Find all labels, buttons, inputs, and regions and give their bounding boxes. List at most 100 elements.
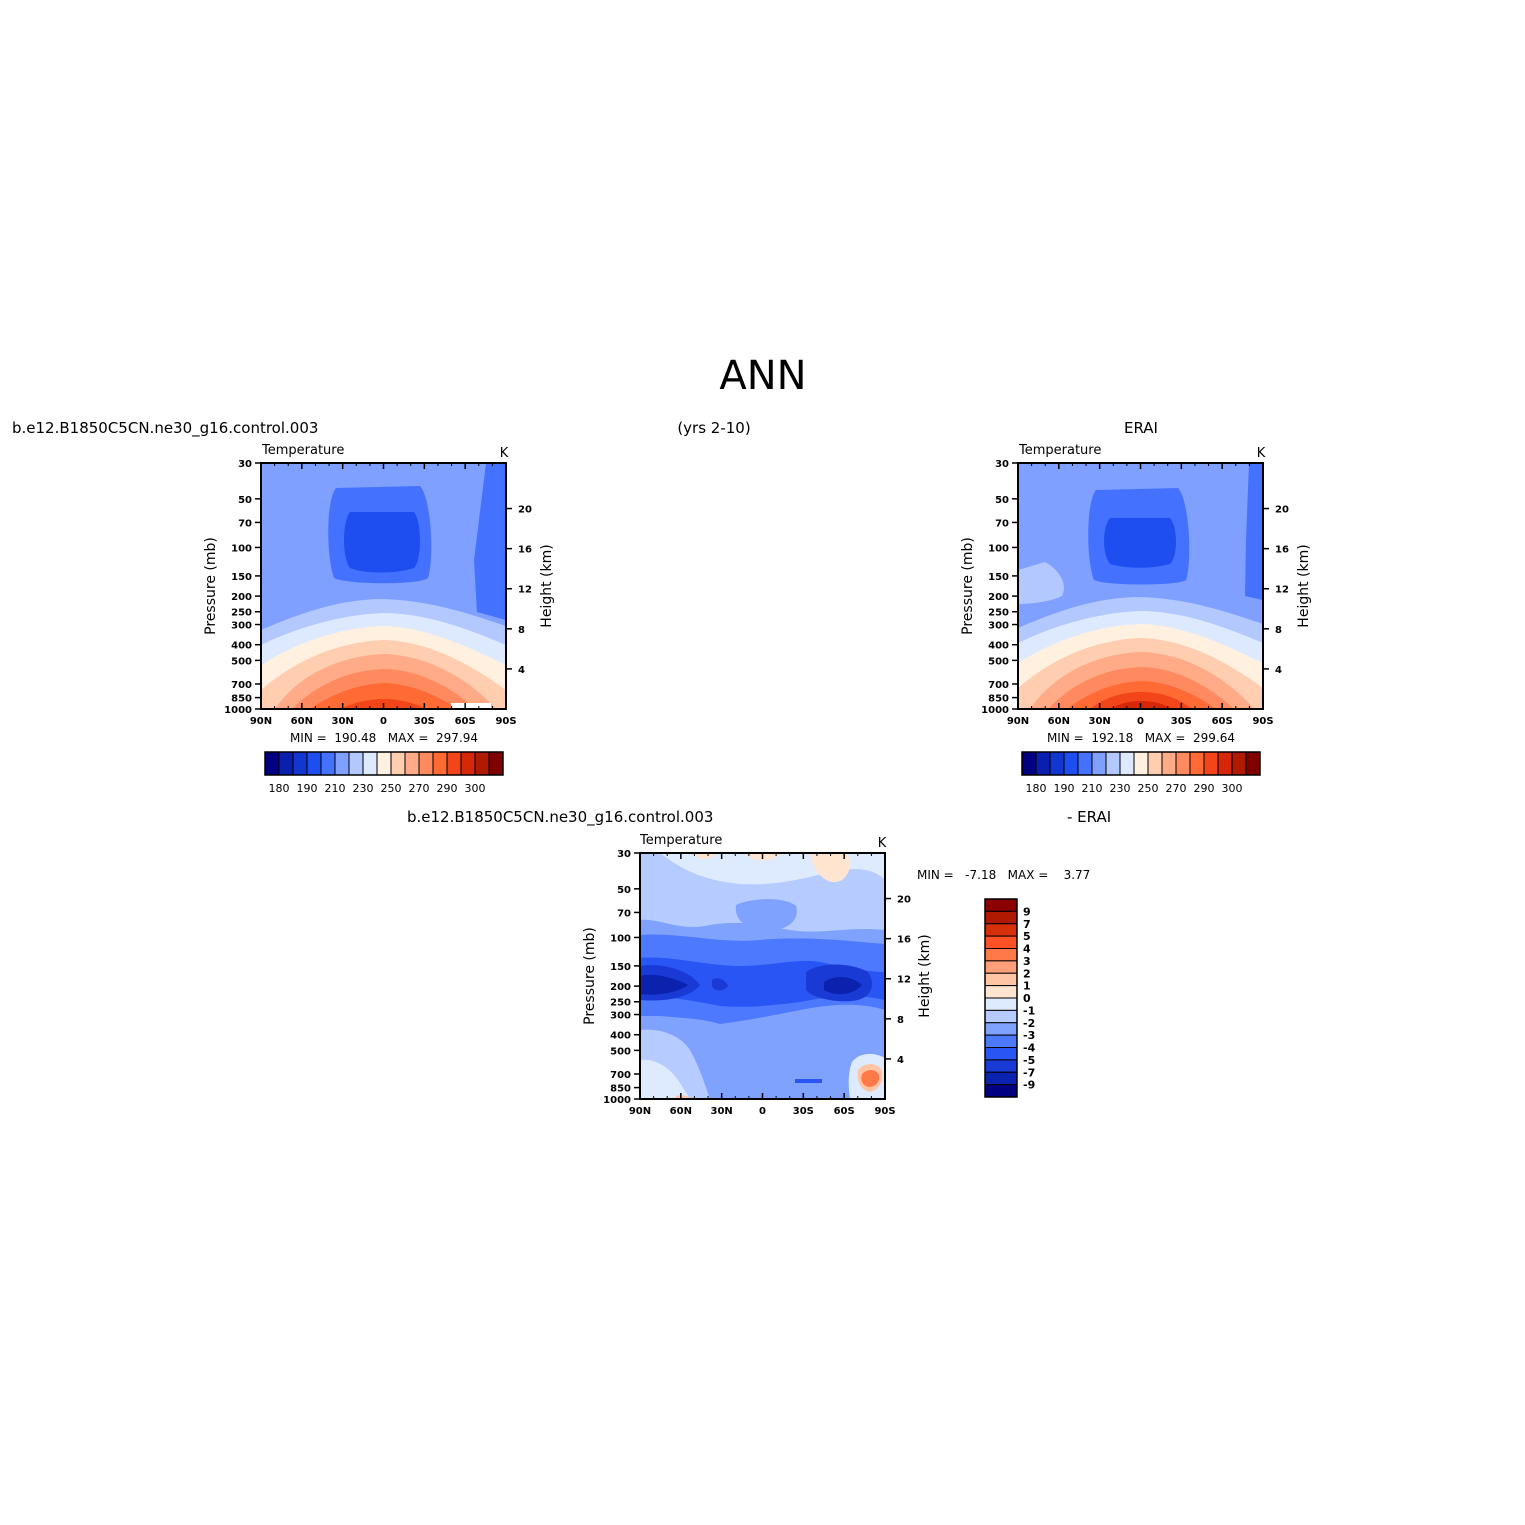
colorbar-box: [984, 923, 1018, 937]
colorbar-box: [320, 751, 336, 776]
y-tick-label: 1000: [981, 705, 1009, 716]
y-tick-label: 700: [988, 680, 1009, 691]
model-right-axis-label: Height (km): [539, 544, 555, 627]
colorbar-box: [348, 751, 364, 776]
y-tick-label: 250: [231, 608, 252, 619]
right-tick-label: 20: [518, 505, 532, 516]
model-y-axis-label: Pressure (mb): [203, 537, 219, 635]
x-tick-label: 90S: [874, 1106, 895, 1117]
colorbar-box: [984, 1071, 1018, 1086]
colorbar-box: [1077, 751, 1093, 776]
x-tick-label: 60N: [1048, 716, 1070, 727]
right-tick-label: 20: [1275, 505, 1289, 516]
colorbar-box: [1245, 751, 1261, 776]
colorbar-box: [1231, 751, 1247, 776]
colorbar-box: [460, 751, 476, 776]
x-tick-label: 60N: [291, 716, 313, 727]
y-tick-label: 200: [988, 592, 1009, 603]
colorbar-label: -9: [1023, 1079, 1035, 1092]
obs-temperature-panel: 90N 60N 30N 0 30S 60S 90S 30 50 70 100 150 200 250 300…: [960, 443, 1312, 795]
colorbar-box: [984, 1034, 1018, 1048]
colorbar-box: [984, 898, 1018, 912]
obs-right-axis-label: Height (km): [1296, 544, 1312, 627]
y-tick-label: 500: [988, 656, 1009, 667]
colorbar-label: 210: [1082, 782, 1103, 795]
right-tick-label: 8: [518, 625, 525, 636]
colorbar-box: [984, 972, 1018, 987]
colorbar-box: [1091, 751, 1107, 776]
y-tick-label: 70: [238, 518, 252, 529]
colorbar-label: 3: [1023, 955, 1031, 968]
colorbar-label: 290: [437, 782, 458, 795]
difference-right-axis-label: Height (km): [917, 934, 933, 1017]
y-tick-label: 150: [231, 572, 252, 583]
y-tick-label: 70: [617, 908, 631, 919]
bottom-obs-label: - ERAI: [1067, 808, 1111, 826]
x-tick-label: 30N: [711, 1106, 733, 1117]
colorbar-box: [1035, 751, 1051, 776]
difference-contour-field: [640, 853, 885, 1099]
model-contour-field: [261, 463, 506, 709]
model-axes: 90N 60N 30N 0 30S 60S 90S 30 50 70 100 150 200 250 300…: [224, 459, 532, 727]
obs-colorbar: 180 190 210 230 250 270 290 300: [1021, 751, 1261, 795]
colorbar-box: [334, 751, 350, 776]
colorbar-box: [1161, 751, 1177, 776]
y-tick-label: 50: [995, 495, 1009, 506]
x-tick-label: 90N: [1007, 716, 1029, 727]
difference-axes: 90N 60N 30N 0 30S 60S 90S 30 50 70 100 150 200 250 300…: [603, 849, 911, 1117]
colorbar-box: [984, 1084, 1018, 1098]
model-colorbar: 180 190 210 230 250 270 290 300: [264, 751, 504, 795]
y-tick-label: 200: [231, 592, 252, 603]
figure-title: ANN: [719, 353, 806, 399]
obs-stats-text: MIN = 192.18 MAX = 299.64: [1047, 731, 1235, 745]
colorbar-box: [446, 751, 462, 776]
colorbar-box: [984, 935, 1018, 949]
colorbar-box: [292, 751, 308, 776]
y-tick-label: 400: [231, 641, 252, 652]
right-tick-label: 8: [1275, 625, 1282, 636]
obs-y-axis-label: Pressure (mb): [960, 537, 976, 635]
colorbar-label: 5: [1023, 930, 1031, 943]
colorbar-box: [984, 910, 1018, 925]
y-tick-label: 850: [610, 1084, 631, 1095]
y-tick-label: 30: [238, 459, 252, 470]
x-tick-label: 60N: [670, 1106, 692, 1117]
difference-stats-text: MIN = -7.18 MAX = 3.77: [917, 868, 1090, 882]
colorbar-box: [984, 997, 1018, 1011]
x-tick-label: 60S: [834, 1106, 855, 1117]
colorbar-label: 7: [1023, 918, 1031, 931]
colorbar-label: -3: [1023, 1029, 1035, 1042]
colorbar-frame: [1021, 751, 1261, 776]
y-tick-label: 100: [610, 933, 631, 944]
difference-y-axis-label: Pressure (mb): [582, 927, 598, 1025]
colorbar-label: 270: [409, 782, 430, 795]
x-tick-label: 0: [759, 1106, 766, 1117]
colorbar-box: [984, 1059, 1018, 1073]
x-tick-label: 90N: [629, 1106, 651, 1117]
colorbar-label: -7: [1023, 1066, 1035, 1079]
colorbar-box: [1175, 751, 1191, 776]
obs-contour-field: [1018, 463, 1263, 709]
right-tick-label: 16: [1275, 545, 1289, 556]
y-tick-label: 250: [988, 608, 1009, 619]
colorbar-box: [1147, 751, 1163, 776]
colorbar-label: 180: [269, 782, 290, 795]
colorbar-label: 210: [325, 782, 346, 795]
y-tick-label: 100: [231, 543, 252, 554]
colorbar-label: 290: [1194, 782, 1215, 795]
model-stats-text: MIN = 190.48 MAX = 297.94: [290, 731, 478, 745]
colorbar-box: [390, 751, 406, 776]
x-tick-label: 30S: [793, 1106, 814, 1117]
y-tick-label: 50: [238, 495, 252, 506]
y-tick-label: 250: [610, 998, 631, 1009]
y-tick-label: 400: [988, 641, 1009, 652]
difference-panel-title: Temperature: [639, 833, 722, 848]
x-tick-label: 90S: [1252, 716, 1273, 727]
top-center-years-label: (yrs 2-10): [677, 419, 750, 437]
colorbar-box: [1021, 751, 1037, 776]
colorbar-label: 230: [353, 782, 374, 795]
obs-panel-title: Temperature: [1018, 443, 1101, 458]
colorbar-box: [376, 751, 392, 776]
y-tick-label: 300: [988, 621, 1009, 632]
